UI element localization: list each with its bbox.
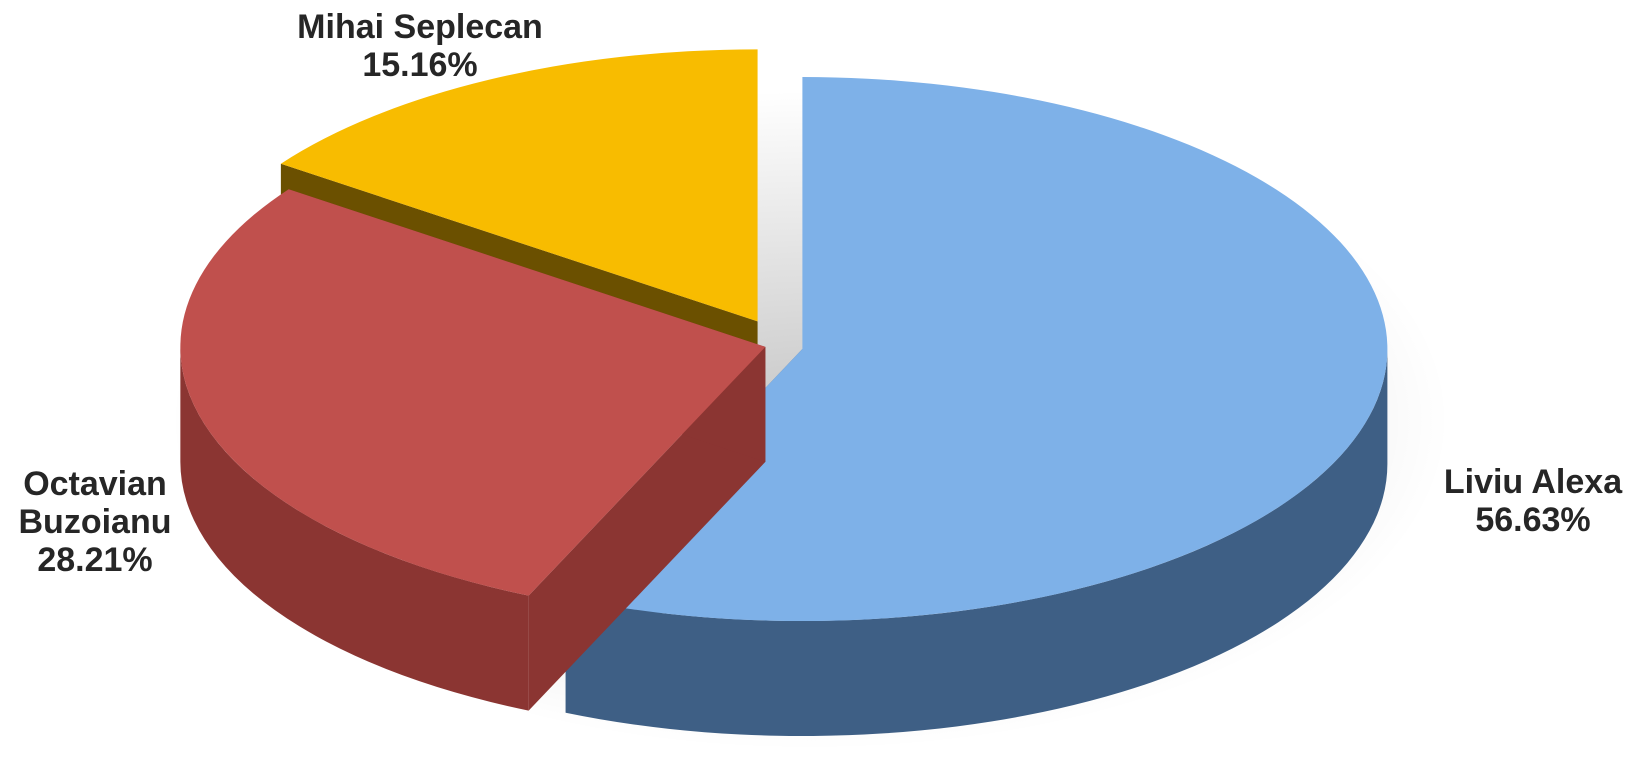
slice-outer-wall	[565, 349, 1388, 737]
slice-percent: 56.63%	[1475, 501, 1591, 539]
slice-outer-wall	[180, 346, 529, 711]
slice-octavian-buzoianu	[180, 189, 766, 711]
slice-label-liviu-alexa: Liviu Alexa 56.63%	[1428, 463, 1638, 539]
slice-top-face	[180, 189, 766, 596]
slice-top-face	[280, 49, 758, 322]
slice-label-octavian-buzoianu: Octavian Buzoianu 28.21%	[10, 465, 180, 579]
slice-name: Mihai Seplecan	[297, 8, 543, 46]
slice-name: Liviu Alexa	[1443, 463, 1623, 501]
slice-top-face	[565, 77, 1388, 622]
slice-percent: 15.16%	[362, 46, 478, 84]
slice-label-mihai-seplecan: Mihai Seplecan 15.16%	[255, 8, 585, 84]
slice-name: Octavian Buzoianu	[18, 465, 172, 541]
slice-percent: 28.21%	[37, 541, 153, 579]
